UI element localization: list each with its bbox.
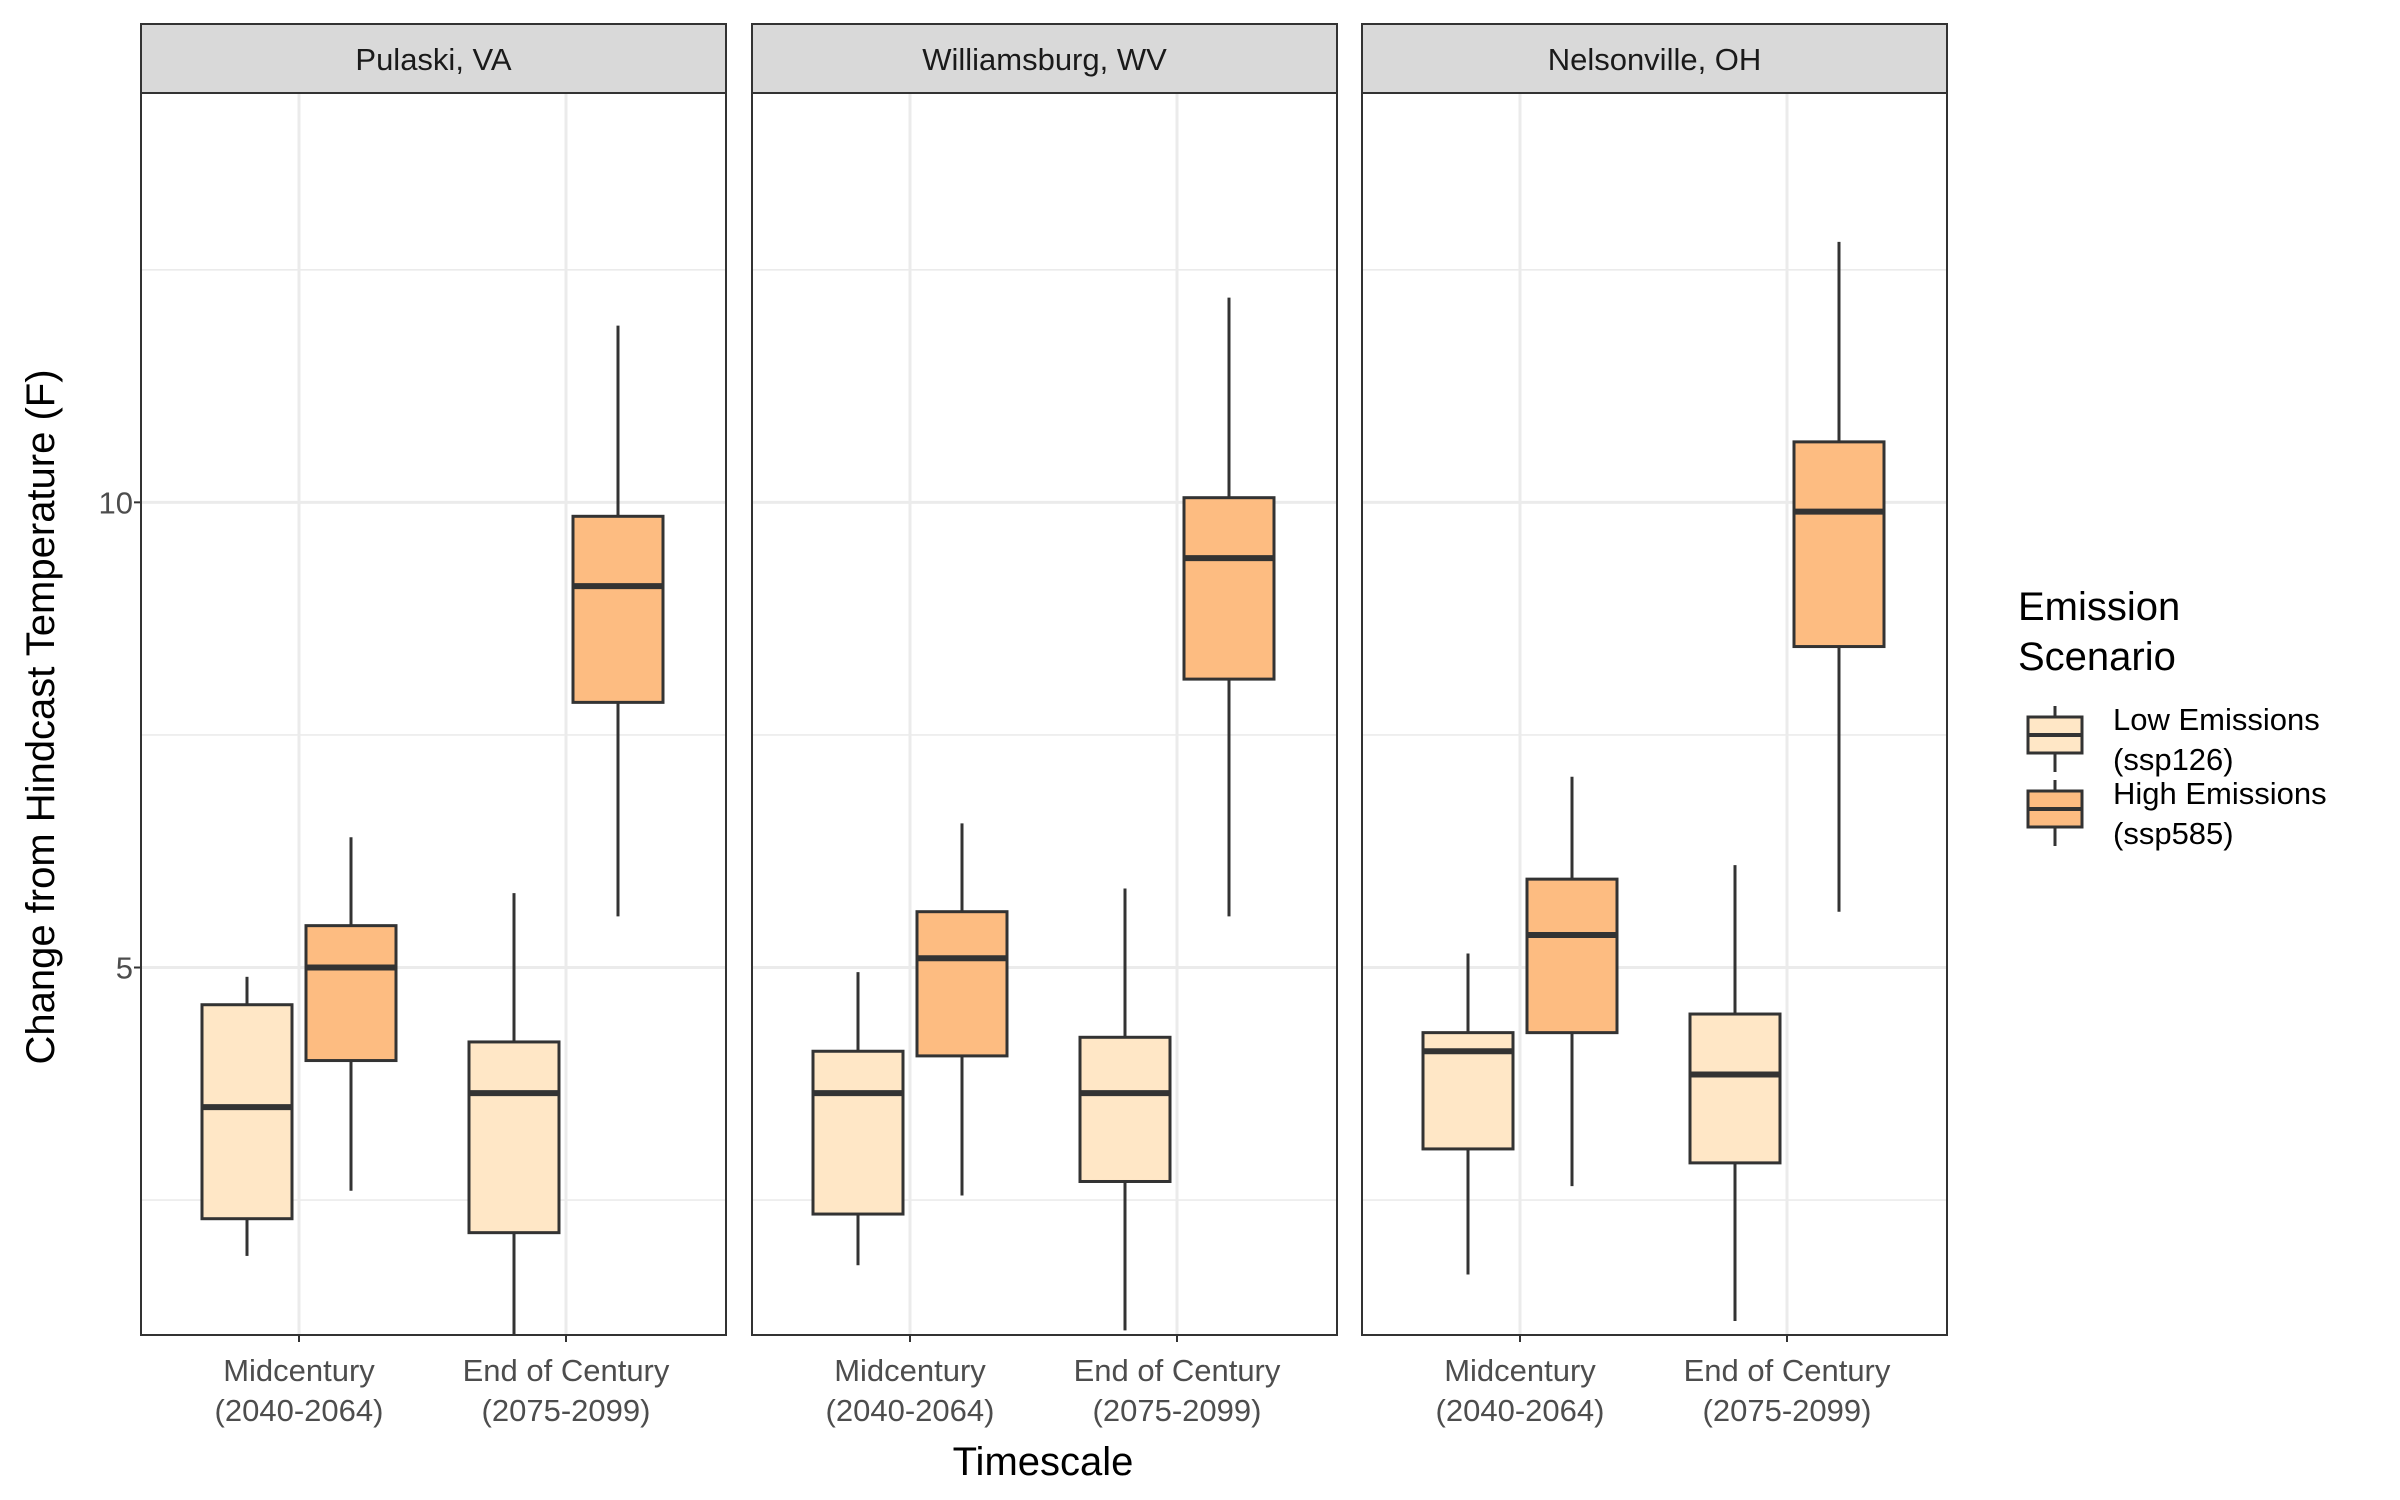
x-tick-label: Midcentury bbox=[1444, 1353, 1596, 1388]
y-tick-label: 10 bbox=[99, 485, 133, 520]
x-tick-label: (2040-2064) bbox=[215, 1393, 384, 1428]
facet-strip bbox=[751, 23, 1338, 94]
box-high-emissions bbox=[1525, 877, 1619, 1035]
x-tick-label: (2075-2099) bbox=[1703, 1393, 1872, 1428]
x-tick-label: End of Century bbox=[1684, 1353, 1891, 1388]
x-tick-label: (2040-2064) bbox=[1436, 1393, 1605, 1428]
x-tick-label: Midcentury bbox=[223, 1353, 375, 1388]
y-tick-label: 5 bbox=[116, 951, 133, 986]
box-low-emissions bbox=[1688, 1012, 1782, 1165]
box-high-emissions bbox=[1792, 440, 1886, 649]
box-high-emissions bbox=[571, 514, 665, 704]
x-tick-label: Midcentury bbox=[834, 1353, 986, 1388]
x-tick-label: (2075-2099) bbox=[1093, 1393, 1262, 1428]
facet-strip-label: Williamsburg, WV bbox=[922, 42, 1167, 77]
box-high-emissions bbox=[304, 924, 398, 1063]
legend-entry-label: High Emissions bbox=[2113, 776, 2327, 811]
legend-entry-label: (ssp126) bbox=[2113, 742, 2234, 777]
box-low-emissions bbox=[200, 1003, 294, 1221]
x-axis-title: Timescale bbox=[953, 1440, 1134, 1484]
y-axis-title: Change from Hindcast Temperature (F) bbox=[19, 369, 63, 1064]
box-low-emissions bbox=[1078, 1035, 1172, 1183]
legend-title: Emission bbox=[2018, 585, 2180, 629]
box-high-emissions bbox=[1182, 496, 1276, 681]
facet-strip bbox=[140, 23, 727, 94]
x-tick-label: End of Century bbox=[463, 1353, 670, 1388]
box-low-emissions bbox=[811, 1049, 905, 1216]
facet-strip bbox=[1361, 23, 1948, 94]
x-tick-label: (2075-2099) bbox=[482, 1393, 651, 1428]
box-high-emissions bbox=[915, 910, 1009, 1058]
box-low-emissions bbox=[467, 1040, 561, 1235]
x-tick-label: End of Century bbox=[1074, 1353, 1281, 1388]
facet-strip-label: Pulaski, VA bbox=[355, 42, 512, 77]
legend-entry-label: (ssp585) bbox=[2113, 816, 2234, 851]
legend-title: Scenario bbox=[2018, 635, 2176, 679]
legend-entry-label: Low Emissions bbox=[2113, 702, 2320, 737]
facet-strip-label: Nelsonville, OH bbox=[1548, 42, 1762, 77]
x-tick-label: (2040-2064) bbox=[826, 1393, 995, 1428]
